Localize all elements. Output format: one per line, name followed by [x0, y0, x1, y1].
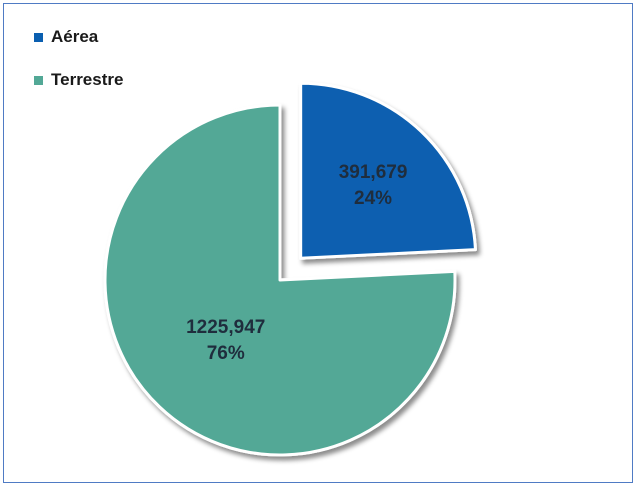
- data-label-value-aerea: 391,679: [339, 162, 408, 183]
- legend-item-terrestre: Terrestre: [34, 69, 123, 91]
- data-label-percent-aerea: 24%: [354, 188, 392, 209]
- legend-item-aerea: Aérea: [34, 26, 123, 48]
- pie-slice-aerea: [299, 81, 477, 260]
- legend-label-aerea: Aérea: [51, 27, 99, 46]
- legend-swatch-aerea: [34, 32, 43, 42]
- data-label-value-terrestre: 1225,947: [186, 317, 265, 338]
- pie-slice-terrestre: [103, 103, 457, 457]
- chart-legend: Aérea Terrestre: [34, 26, 123, 91]
- legend-label-terrestre: Terrestre: [51, 70, 124, 89]
- legend-swatch-terrestre: [34, 75, 43, 85]
- data-label-percent-terrestre: 76%: [207, 343, 245, 364]
